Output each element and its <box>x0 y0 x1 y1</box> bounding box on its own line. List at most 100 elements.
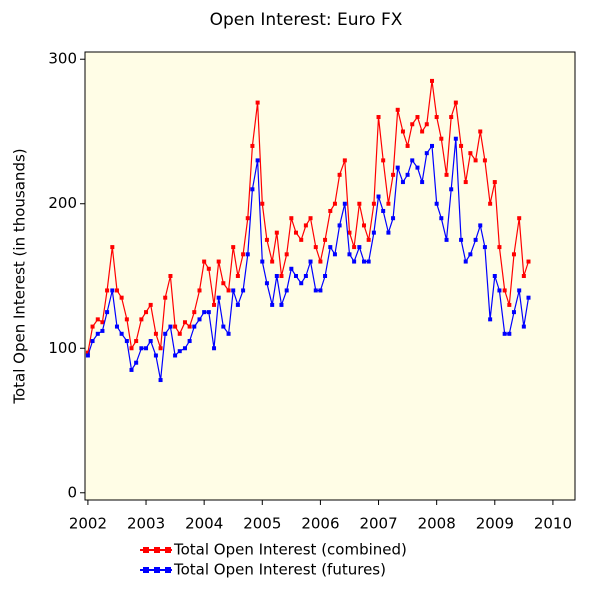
point <box>502 331 507 336</box>
point <box>381 208 386 213</box>
point <box>507 302 512 307</box>
point <box>264 281 269 286</box>
point <box>100 320 105 325</box>
point <box>478 223 483 228</box>
point <box>90 324 95 329</box>
point <box>110 245 115 250</box>
point <box>439 216 444 221</box>
point <box>313 245 318 250</box>
point <box>202 259 207 264</box>
point <box>313 288 318 293</box>
point <box>366 259 371 264</box>
legend-marker <box>143 547 149 553</box>
point <box>424 151 429 156</box>
x-tick-label: 2007 <box>359 515 397 533</box>
point <box>444 237 449 242</box>
point <box>381 158 386 163</box>
y-tick-label: 0 <box>67 483 77 501</box>
point <box>362 259 367 264</box>
point <box>192 310 197 315</box>
point <box>362 223 367 228</box>
point <box>449 115 454 120</box>
point <box>497 245 502 250</box>
point <box>395 165 400 170</box>
point <box>332 201 337 206</box>
point <box>153 353 158 358</box>
point <box>250 187 255 192</box>
point <box>197 288 202 293</box>
point <box>459 237 464 242</box>
point <box>274 274 279 278</box>
point <box>274 230 279 235</box>
point <box>430 78 435 83</box>
point <box>468 252 473 257</box>
point <box>410 158 415 163</box>
point <box>168 324 173 329</box>
point <box>212 346 217 351</box>
point <box>216 295 221 300</box>
point <box>488 201 493 206</box>
x-tick-label: 2004 <box>185 515 223 533</box>
point <box>119 331 124 336</box>
point <box>168 274 173 278</box>
point <box>270 259 275 264</box>
point <box>424 122 429 127</box>
point <box>299 237 304 242</box>
point <box>134 360 139 365</box>
point <box>453 100 458 105</box>
point <box>177 331 182 336</box>
point <box>308 216 313 221</box>
point <box>303 274 308 278</box>
point <box>395 107 400 112</box>
point <box>95 317 100 322</box>
point <box>241 252 246 257</box>
point <box>255 158 260 163</box>
point <box>206 310 211 315</box>
point <box>212 302 217 307</box>
point <box>420 180 425 185</box>
point <box>328 245 333 250</box>
point <box>328 208 333 213</box>
point <box>386 230 391 235</box>
point <box>463 259 468 264</box>
point <box>517 216 522 221</box>
legend-label: Total Open Interest (combined) <box>173 541 407 559</box>
legend-marker <box>165 547 171 553</box>
point <box>342 158 347 163</box>
point <box>85 353 90 358</box>
x-tick-label: 2009 <box>476 515 514 533</box>
point <box>139 346 144 351</box>
point <box>526 259 531 264</box>
point <box>415 165 420 170</box>
point <box>449 187 454 192</box>
point <box>308 259 313 264</box>
chart-title: Open Interest: Euro FX <box>210 10 403 30</box>
point <box>502 288 507 293</box>
point <box>173 324 178 329</box>
point <box>521 324 526 329</box>
point <box>434 115 439 120</box>
point <box>264 237 269 242</box>
x-tick-label: 2002 <box>69 515 107 533</box>
point <box>177 349 182 354</box>
point <box>100 328 105 333</box>
point <box>129 367 134 372</box>
point <box>386 201 391 206</box>
y-tick-label: 200 <box>48 194 77 212</box>
point <box>163 295 168 300</box>
point <box>299 281 304 286</box>
point <box>148 302 153 307</box>
legend-marker <box>165 567 171 573</box>
point <box>323 237 328 242</box>
point <box>323 274 328 278</box>
point <box>517 288 522 293</box>
point <box>148 339 153 344</box>
point <box>459 143 464 148</box>
point <box>197 317 202 322</box>
point <box>202 310 207 315</box>
point <box>303 223 308 228</box>
point <box>144 310 149 315</box>
point <box>192 324 197 329</box>
point <box>139 317 144 322</box>
